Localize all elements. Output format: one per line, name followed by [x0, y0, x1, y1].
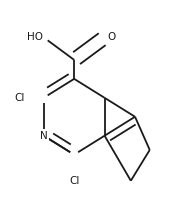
Text: O: O — [108, 32, 116, 42]
Text: HO: HO — [27, 32, 43, 42]
Text: N: N — [40, 131, 48, 141]
Text: Cl: Cl — [69, 176, 79, 186]
Text: Cl: Cl — [14, 93, 25, 103]
